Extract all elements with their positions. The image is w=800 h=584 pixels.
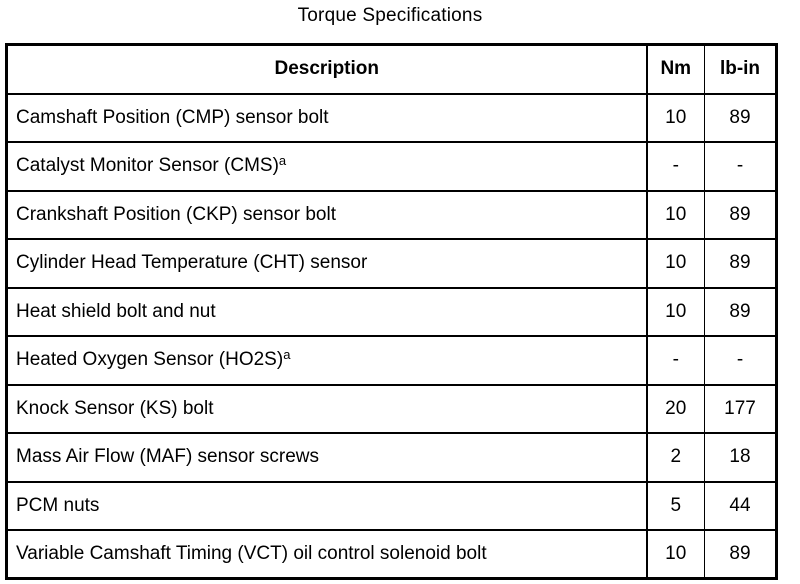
header-nm: Nm [645,43,705,95]
row-nm-value: 10 [645,189,705,240]
description-text: PCM nuts [16,494,100,516]
torque-specifications-table: Description Nm lb-in Camshaft Position (… [5,43,778,580]
description-text: Crankshaft Position (CKP) sensor bolt [16,203,336,225]
description-text: Mass Air Flow (MAF) sensor screws [16,446,319,468]
header-lb-in: lb-in [704,43,778,95]
table-row: Mass Air Flow (MAF) sensor screws 2 18 [5,432,778,483]
row-lb-in-value: 89 [704,238,778,289]
row-lb-in-value: 89 [704,92,778,143]
table-row: Crankshaft Position (CKP) sensor bolt 10… [5,189,778,240]
row-nm-value: 10 [645,92,705,143]
header-description: Description [5,43,648,95]
footnote-marker: a [278,153,287,169]
row-lb-in-value: 89 [704,286,778,337]
row-nm-value: 10 [645,529,705,580]
table-row: Knock Sensor (KS) bolt 20 177 [5,383,778,434]
row-lb-in-value: 44 [704,480,778,531]
table-row: Camshaft Position (CMP) sensor bolt 10 8… [5,92,778,143]
row-nm-value: - [645,335,705,386]
row-description: PCM nuts [5,480,648,531]
table-row: Cylinder Head Temperature (CHT) sensor 1… [5,238,778,289]
row-description: Heated Oxygen Sensor (HO2S)a [5,335,648,386]
row-nm-value: 2 [645,432,705,483]
row-description: Mass Air Flow (MAF) sensor screws [5,432,648,483]
row-nm-value: 10 [645,238,705,289]
description-text: Cylinder Head Temperature (CHT) sensor [16,252,368,274]
row-description: Knock Sensor (KS) bolt [5,383,648,434]
row-nm-value: - [645,141,705,192]
description-text: Knock Sensor (KS) bolt [16,397,214,419]
description-text: Camshaft Position (CMP) sensor bolt [16,106,329,128]
row-lb-in-value: 89 [704,189,778,240]
table-row: Catalyst Monitor Sensor (CMS)a - - [5,141,778,192]
row-description: Crankshaft Position (CKP) sensor bolt [5,189,648,240]
footnote-marker: a [283,347,291,363]
row-description: Heat shield bolt and nut [5,286,648,337]
table-row: Heated Oxygen Sensor (HO2S)a - - [5,335,778,386]
row-nm-value: 5 [645,480,705,531]
header-row: Description Nm lb-in [5,43,778,95]
row-nm-value: 10 [645,286,705,337]
table-row: PCM nuts 5 44 [5,480,778,531]
row-lb-in-value: 89 [704,529,778,580]
table-row: Variable Camshaft Timing (VCT) oil contr… [5,529,778,580]
row-lb-in-value: 18 [704,432,778,483]
table-body: Camshaft Position (CMP) sensor bolt 10 8… [5,92,778,580]
table-header: Description Nm lb-in [5,43,778,95]
description-text: Heated Oxygen Sensor (HO2S) [16,349,284,371]
row-description: Catalyst Monitor Sensor (CMS)a [5,141,648,192]
row-nm-value: 20 [645,383,705,434]
table-row: Heat shield bolt and nut 10 89 [5,286,778,337]
description-text: Catalyst Monitor Sensor (CMS) [16,155,279,177]
description-text: Variable Camshaft Timing (VCT) oil contr… [16,543,487,564]
row-description: Camshaft Position (CMP) sensor bolt [5,92,648,143]
row-lb-in-value: - [704,335,778,386]
description-text: Heat shield bolt and nut [16,300,216,322]
row-lb-in-value: - [704,141,778,192]
page-title: Torque Specifications [297,5,483,26]
row-description: Variable Camshaft Timing (VCT) oil contr… [5,529,648,580]
row-lb-in-value: 177 [704,383,778,434]
row-description: Cylinder Head Temperature (CHT) sensor [5,238,648,289]
